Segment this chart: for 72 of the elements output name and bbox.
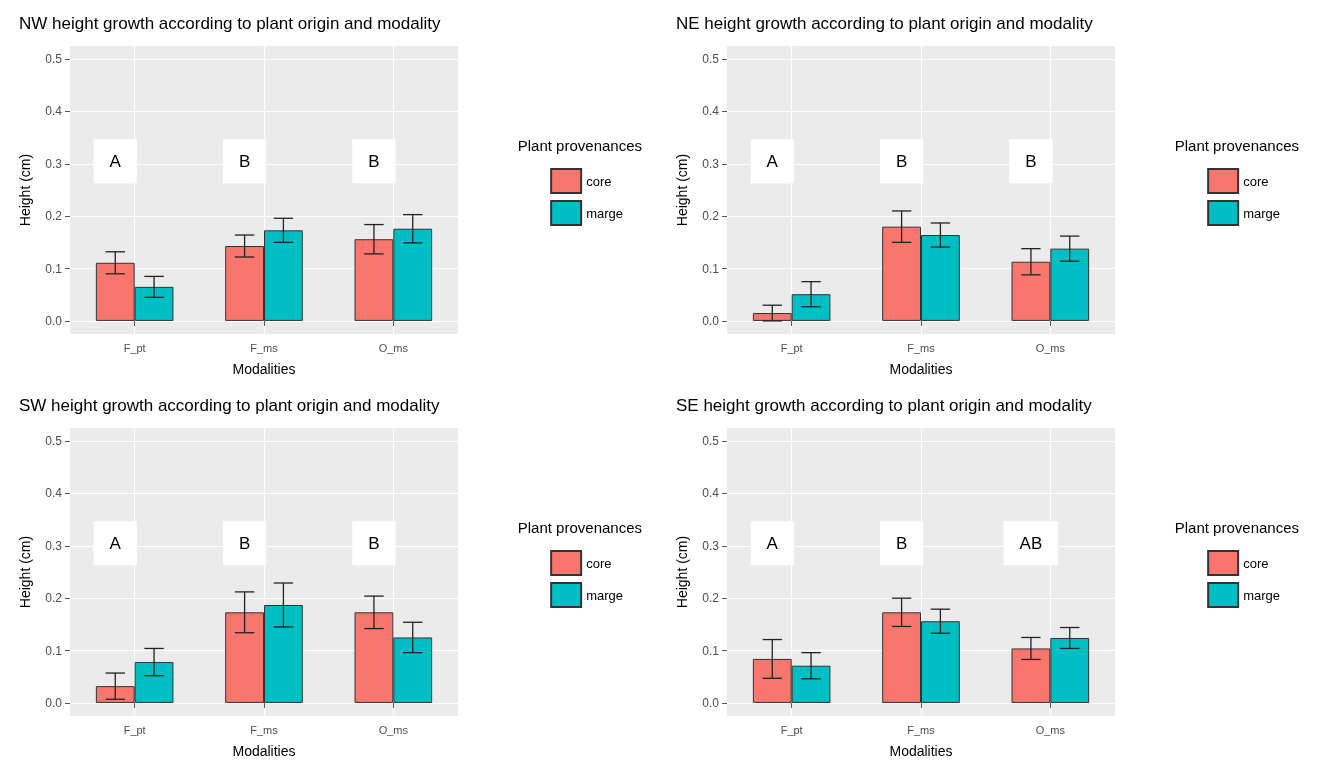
y-tick-label: 0.1 [45,261,63,276]
chart-title: SE height growth according to plant origin and modality [676,396,1093,415]
y-tick-label: 0.4 [45,104,63,119]
y-tick-label: 0.1 [702,643,720,658]
legend-title: Plant provenances [517,137,642,154]
y-tick-label: 0.1 [45,643,63,658]
y-tick-label: 0.5 [702,434,720,449]
legend-label: marge [586,205,624,221]
y-tick-label: 0.4 [702,104,720,119]
y-tick-label: 0.2 [45,209,63,224]
y-axis-title: Height (cm) [674,153,690,227]
x-axis-title: Modalities [889,743,953,759]
annotation: AB [1019,533,1043,553]
x-tick-label: O_ms [1035,341,1066,354]
annotation: B [368,151,380,171]
x-tick-label: F_pt [123,723,146,736]
x-axis-title: Modalities [232,743,296,759]
y-tick-label: 0.5 [45,434,63,449]
annotation: B [895,533,908,553]
y-axis-title: Height (cm) [17,153,33,227]
y-tick-label: 0.5 [45,52,63,67]
annotation: B [238,151,251,171]
x-tick-label: O_ms [1035,723,1066,736]
chart-title: SW height growth according to plant origin and modality [19,396,441,415]
y-tick-label: 0.4 [702,486,720,501]
y-tick-label: 0.5 [702,52,720,67]
y-tick-label: 0.4 [45,486,63,501]
x-tick-label: O_ms [378,341,409,354]
legend-label: core [1243,555,1269,571]
chart-title: NW height growth according to plant origin and modality [19,14,441,33]
annotation: A [766,533,779,553]
x-tick-label: F_ms [250,341,279,354]
legend-title: Plant provenances [1174,519,1299,536]
x-tick-label: F_ms [907,341,936,354]
annotation: B [1025,151,1037,171]
y-axis-title: Height (cm) [17,535,33,609]
y-tick-label: 0.1 [702,261,720,276]
y-tick-label: 0.2 [702,209,720,224]
y-tick-label: 0.3 [45,538,63,553]
legend-label: marge [1243,587,1281,603]
x-tick-label: F_pt [123,341,146,354]
x-tick-label: F_pt [780,723,803,736]
y-tick-label: 0.3 [45,156,63,171]
legend-title: Plant provenances [1174,137,1299,154]
y-tick-label: 0.0 [702,313,720,328]
y-tick-label: 0.2 [702,591,720,606]
y-tick-label: 0.0 [45,695,63,710]
legend-label: core [1243,173,1269,189]
annotation: A [766,151,779,171]
x-tick-label: F_pt [780,341,803,354]
annotation: B [895,151,908,171]
y-tick-label: 0.3 [702,538,720,553]
y-axis-title: Height (cm) [674,535,690,609]
chart-title: NE height growth according to plant origin and modality [676,14,1094,33]
legend-title: Plant provenances [517,519,642,536]
x-tick-label: F_ms [907,723,936,736]
annotation: B [238,533,251,553]
x-tick-label: O_ms [378,723,409,736]
annotation: B [368,533,380,553]
x-axis-title: Modalities [232,361,296,377]
legend-label: core [586,173,612,189]
legend-label: core [586,555,612,571]
legend-label: marge [586,587,624,603]
x-tick-label: F_ms [250,723,279,736]
legend-label: marge [1243,205,1281,221]
y-tick-label: 0.0 [702,695,720,710]
x-axis-title: Modalities [889,361,953,377]
annotation: A [109,151,122,171]
y-tick-label: 0.2 [45,591,63,606]
y-tick-label: 0.3 [702,156,720,171]
y-tick-label: 0.0 [45,313,63,328]
annotation: A [109,533,122,553]
